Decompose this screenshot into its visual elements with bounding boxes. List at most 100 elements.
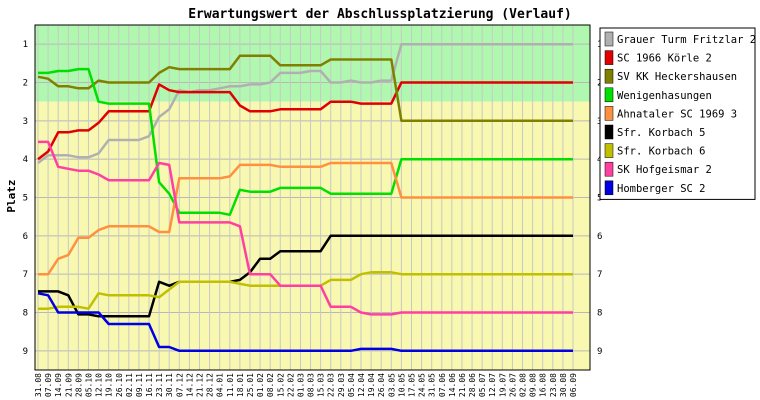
legend-swatch-8: [604, 161, 614, 177]
y-tick-label-right: 7: [597, 270, 602, 280]
x-tick-label: 24.05: [418, 373, 427, 397]
x-tick-label: 04.01: [216, 373, 225, 397]
x-tick-label: 07.06: [438, 373, 447, 397]
x-tick-label: 22.03: [327, 373, 336, 397]
x-tick-label: 26.04: [377, 373, 386, 397]
zone-0: [35, 25, 590, 102]
legend-box: [599, 27, 756, 200]
x-tick-label: 08.02: [266, 373, 275, 397]
x-tick-label: 12.04: [357, 373, 366, 397]
y-tick-label-right: 9: [597, 347, 602, 357]
x-tick-label: 05.04: [347, 373, 356, 397]
series-line-5: [38, 161, 573, 276]
y-tick-label-left: 8: [23, 309, 28, 319]
series-line-1: [37, 42, 573, 164]
y-tick-label-left: 6: [23, 232, 28, 242]
legend: Grauer Turm Fritzlar 2 SC 1966 Körle 2 SV …: [599, 27, 756, 200]
x-tick-label: 19.10: [105, 373, 114, 397]
x-tick-label: 30.11: [165, 373, 174, 397]
chart-title: Erwartungswert der Abschlussplatzierung …: [188, 7, 572, 22]
x-tick-label: 05.07: [478, 373, 487, 397]
legend-label-6: Sfr. Korbach 5: [617, 127, 706, 139]
series-line-4: [38, 67, 573, 217]
y-tick-label-left: 9: [23, 347, 28, 357]
series-line-2: [37, 81, 573, 161]
x-tick-label: 12.10: [95, 373, 104, 397]
y-tick-label-left: 5: [23, 194, 28, 204]
x-tick-label: 12.07: [488, 373, 497, 397]
x-tick-label: 02.08: [519, 373, 528, 397]
x-tick-label: 21.09: [64, 373, 73, 397]
y-tick-label-left: 7: [23, 270, 28, 280]
legend-label-2: SC 1966 Körle 2: [617, 53, 712, 65]
y-tick-label-right: 6: [597, 232, 602, 242]
x-tick-label: 29.03: [337, 373, 346, 397]
x-tick-label: 15.02: [276, 373, 285, 397]
legend-label-1: Grauer Turm Fritzlar 2: [617, 34, 756, 46]
legend-swatch-2: [604, 50, 614, 65]
x-tick-label: 31.05: [428, 373, 437, 397]
x-tick-label: 15.03: [317, 373, 326, 397]
x-tick-label: 26.07: [508, 373, 517, 397]
legend-label-4: Wenigenhasungen: [617, 90, 712, 102]
x-tick-label: 31.08: [34, 373, 43, 397]
x-tick-label: 14.06: [448, 373, 457, 397]
legend-label-8: SK Hofgeismar 2: [617, 164, 712, 176]
y-tick-label-left: 3: [23, 117, 28, 127]
x-tick-label: 22.02: [286, 373, 295, 397]
x-tick-labels: 31.08 07.09 14.09 21.09 28.09 05.10 12.10 19.10…: [34, 373, 578, 397]
x-tick-label: 07.09: [44, 373, 53, 397]
x-tick-label: 21.06: [458, 373, 467, 397]
x-tick-label: 16.11: [145, 373, 154, 397]
x-tick-label: 23.11: [155, 373, 164, 397]
legend-label-3: SV KK Heckershausen: [617, 71, 737, 83]
x-tick-label: 28.12: [206, 373, 215, 397]
plot-frame: [34, 24, 591, 371]
y-tick-labels-left: 1 2 3 4 5 6 7 8 9: [23, 40, 28, 357]
series-line-8: [38, 140, 573, 316]
x-tick-label: 09.11: [135, 373, 144, 397]
x-tick-label: 16.08: [539, 373, 548, 397]
x-tick-label: 09.08: [529, 373, 538, 397]
x-tick-label: 11.01: [226, 373, 235, 397]
x-tick-label: 30.08: [559, 373, 568, 397]
x-tick-label: 03.05: [387, 373, 396, 397]
x-tick-label: 14.12: [185, 373, 194, 397]
x-tick-label: 28.06: [468, 373, 477, 397]
legend-label-5: Ahnataler SC 1969 3: [617, 108, 737, 120]
series-line-6: [38, 234, 573, 318]
x-tick-label: 06.09: [569, 373, 578, 397]
x-tick-label: 08.03: [307, 373, 316, 397]
series-lines: [37, 42, 573, 353]
y-tick-label-left: 1: [23, 40, 28, 50]
y-tick-label-left: 4: [23, 155, 28, 165]
series-line-9: [37, 292, 573, 353]
x-tick-label: 19.07: [498, 373, 507, 397]
legend-label-9: Homberger SC 2: [617, 183, 706, 195]
legend-swatch-3: [604, 68, 614, 84]
x-tick-label: 25.01: [246, 373, 255, 397]
x-tick-label: 14.09: [54, 373, 63, 397]
y-tick-label-right: 8: [597, 309, 602, 319]
x-tick-label: 07.12: [175, 373, 184, 397]
x-tick-label: 28.09: [74, 373, 83, 397]
legend-swatch-6: [604, 124, 614, 140]
legend-label-7: Sfr. Korbach 6: [617, 146, 706, 158]
x-tick-label: 26.10: [115, 373, 124, 397]
legend-swatch-9: [604, 180, 614, 196]
legend-swatch-7: [604, 143, 614, 158]
series-line-3: [37, 54, 573, 123]
x-tick-label: 17.05: [407, 373, 416, 397]
x-tick-label: 18.01: [236, 373, 245, 397]
x-tick-label: 01.02: [256, 373, 265, 397]
x-tick-label: 05.10: [84, 373, 93, 397]
legend-swatch-4: [604, 87, 614, 103]
legend-swatch-5: [604, 106, 614, 121]
x-tick-label: 23.08: [549, 373, 558, 397]
y-axis-label: Platz: [5, 179, 18, 212]
y-tick-label-left: 2: [23, 79, 28, 89]
x-tick-label: 19.04: [367, 373, 376, 397]
x-tick-label: 01.03: [296, 373, 305, 397]
